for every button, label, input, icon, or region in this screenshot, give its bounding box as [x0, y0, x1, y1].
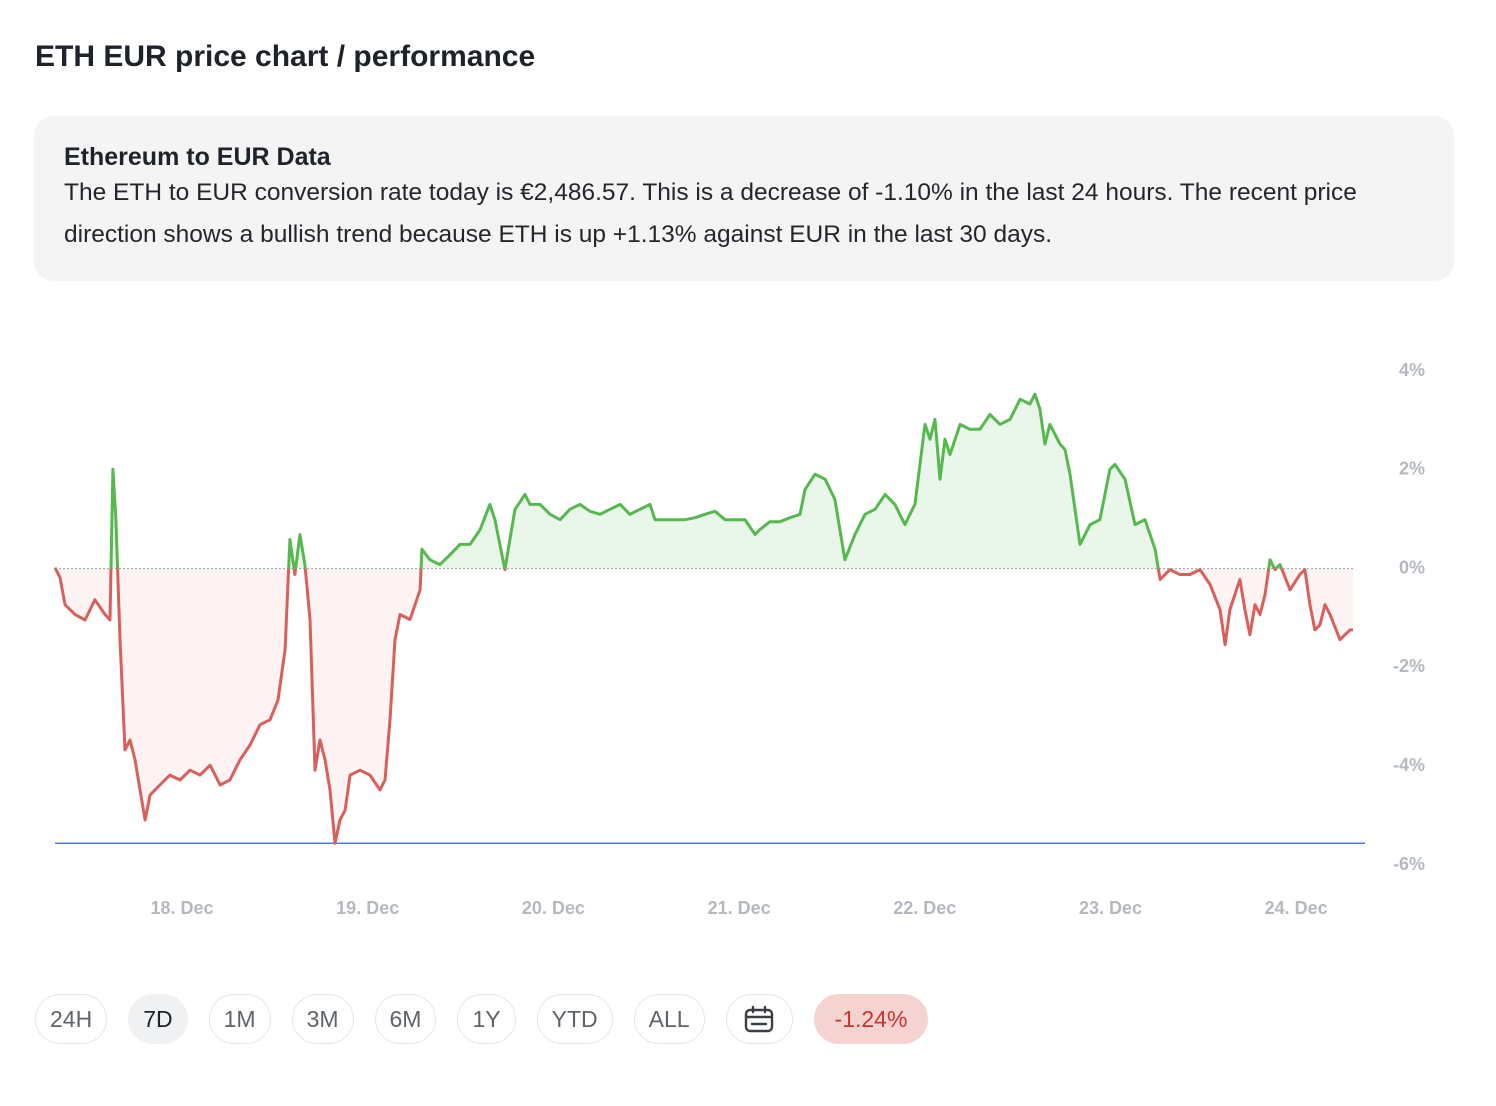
- x-tick-label: 21. Dec: [708, 898, 771, 918]
- y-tick-label: -4%: [1393, 755, 1425, 775]
- x-tick-label: 23. Dec: [1079, 898, 1142, 918]
- range-button[interactable]: 6M: [374, 994, 437, 1044]
- info-text: The ETH to EUR conversion rate today is …: [64, 179, 1357, 248]
- x-tick-label: 24. Dec: [1265, 898, 1328, 918]
- y-tick-label: 0%: [1399, 557, 1425, 577]
- range-button[interactable]: YTD: [536, 994, 613, 1044]
- range-button[interactable]: 1Y: [457, 994, 516, 1044]
- y-tick-label: 2%: [1399, 459, 1425, 479]
- calendar-button[interactable]: [725, 994, 793, 1044]
- info-heading: Ethereum to EUR Data: [64, 143, 331, 171]
- x-tick-label: 22. Dec: [893, 898, 956, 918]
- area-up: [55, 394, 1353, 569]
- line-up: [53, 392, 1307, 569]
- change-badge: -1.24%: [813, 994, 929, 1044]
- range-buttons: 24H 7D 1M 3M 6M 1Y YTD ALL -1.24%: [35, 994, 929, 1044]
- area-down: [55, 568, 1353, 844]
- info-box: Ethereum to EUR Data The ETH to EUR conv…: [34, 116, 1454, 281]
- x-tick-label: 18. Dec: [150, 898, 213, 918]
- y-tick-label: -2%: [1393, 656, 1425, 676]
- x-tick-label: 19. Dec: [336, 898, 399, 918]
- page-title: ETH EUR price chart / performance: [35, 40, 536, 73]
- range-button[interactable]: 1M: [208, 994, 271, 1044]
- line-down: [53, 568, 1353, 845]
- chart: 4% 2% 0% -2% -4% -6% 18. Dec 19. Dec 20. Dec 21. …: [53, 360, 1425, 918]
- y-tick-label: -6%: [1393, 854, 1425, 874]
- calendar-icon: [744, 1005, 774, 1033]
- range-button[interactable]: 24H: [35, 994, 108, 1044]
- range-button[interactable]: 7D: [128, 994, 188, 1044]
- range-button[interactable]: ALL: [633, 994, 705, 1044]
- y-tick-label: 4%: [1399, 360, 1425, 380]
- x-tick-label: 20. Dec: [522, 898, 585, 918]
- range-button[interactable]: 3M: [291, 994, 354, 1044]
